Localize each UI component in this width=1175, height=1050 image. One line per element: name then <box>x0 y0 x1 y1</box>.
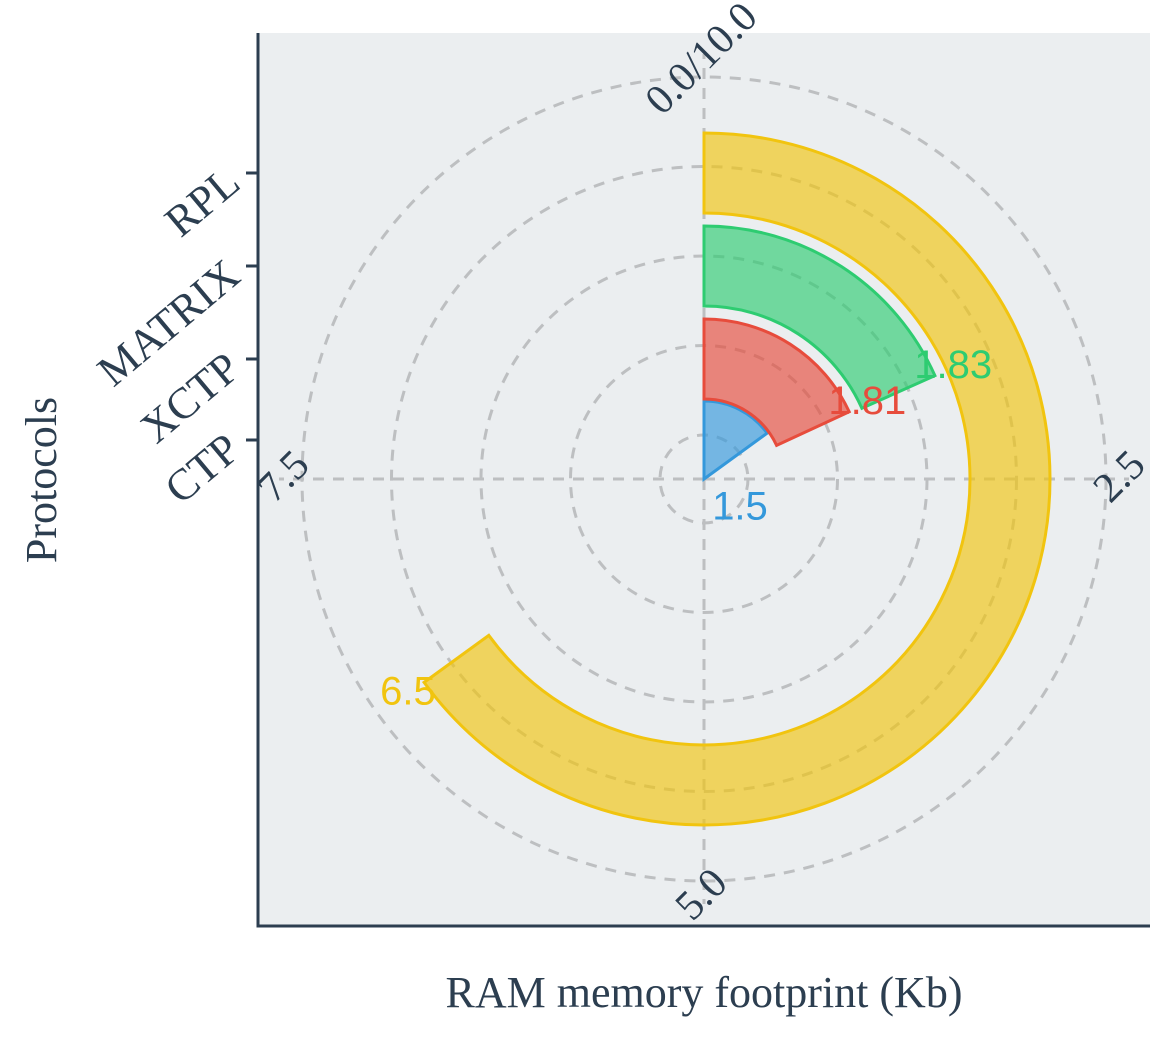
bar-rpl <box>421 131 1052 827</box>
bar-xctp <box>702 317 852 448</box>
bar-ctp <box>702 399 770 482</box>
y-axis-title: Protocols <box>17 397 66 563</box>
value-label-xctp: 1.81 <box>828 379 906 423</box>
value-label-matrix: 1.83 <box>914 343 992 387</box>
value-label-rpl: 6.5 <box>380 670 436 714</box>
bars <box>421 131 1052 827</box>
y-tick-label-rpl: RPL <box>156 157 249 246</box>
axes-lines <box>256 33 1150 928</box>
bar-matrix <box>702 224 937 411</box>
value-label-ctp: 1.5 <box>712 485 768 529</box>
x-axis-title: RAM memory footprint (Kb) <box>446 968 963 1017</box>
value-labels: 1.5 1.811.83 6.5 <box>380 343 992 714</box>
